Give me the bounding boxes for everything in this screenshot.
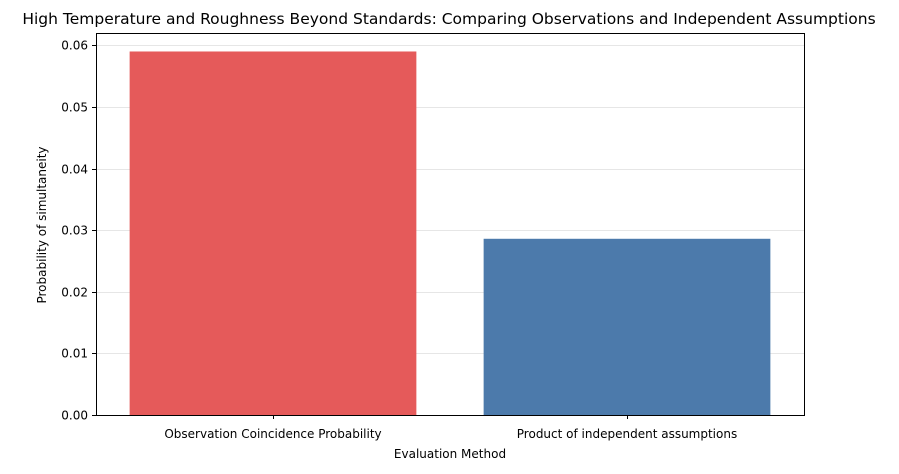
y-tick-label: 0.04 bbox=[61, 163, 88, 177]
y-axis-ticks: 0.00 0.01 0.02 0.03 0.04 0.05 0.06 bbox=[61, 39, 96, 423]
y-tick-label: 0.05 bbox=[61, 101, 88, 115]
plot-frame bbox=[96, 33, 805, 416]
bars bbox=[129, 51, 771, 415]
y-tick-label: 0.03 bbox=[61, 224, 88, 238]
y-tick-label: 0.01 bbox=[61, 347, 88, 361]
x-tick-label: Observation Coincidence Probability bbox=[164, 427, 381, 441]
y-tick-label: 0.00 bbox=[61, 409, 88, 423]
bar-independent-product bbox=[483, 238, 771, 415]
y-axis-label: Probability of simultaneity bbox=[35, 146, 49, 303]
chart-title: High Temperature and Roughness Beyond St… bbox=[22, 10, 875, 28]
x-axis-label: Evaluation Method bbox=[394, 447, 506, 461]
x-tick-label: Product of independent assumptions bbox=[517, 427, 737, 441]
bar-observation-coincidence bbox=[129, 51, 417, 415]
y-tick-label: 0.02 bbox=[61, 286, 88, 300]
x-axis-ticks: Observation Coincidence Probability Produ… bbox=[164, 415, 737, 441]
y-tick-label: 0.06 bbox=[61, 39, 88, 53]
